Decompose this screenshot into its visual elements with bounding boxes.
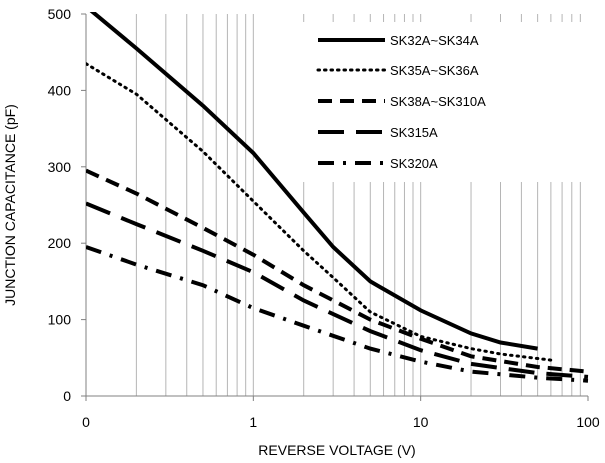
y-axis-title: JUNCTION CAPACITANCE (pF) <box>2 104 18 306</box>
y-tick-label: 500 <box>48 6 72 22</box>
legend-label-3: SK38A~SK310A <box>390 94 486 109</box>
y-tick-labels: 0 100 200 300 400 500 <box>48 6 72 404</box>
series-line-1 <box>89 12 538 351</box>
series-line-4 <box>86 201 589 379</box>
legend-label-2: SK35A~SK36A <box>390 63 479 78</box>
y-tick-label: 0 <box>63 388 71 404</box>
legend-label-4: SK315A <box>390 125 438 140</box>
legend: SK32A~SK34A SK35A~SK36A SK38A~SK310A SK315A… <box>300 22 586 182</box>
series-lines <box>86 12 589 383</box>
series-line-5 <box>86 245 589 383</box>
legend-label-1: SK32A~SK34A <box>390 33 479 48</box>
series-line-3 <box>86 168 589 374</box>
x-tick-label: 100 <box>576 414 600 430</box>
legend-label-5: SK320A <box>390 156 438 171</box>
x-tick-label: 0 <box>82 414 90 430</box>
x-axis-title: REVERSE VOLTAGE (V) <box>258 442 415 458</box>
y-tick-label: 300 <box>48 159 72 175</box>
y-tick-label: 400 <box>48 82 72 98</box>
x-tick-label: 1 <box>249 414 257 430</box>
y-tick-label: 200 <box>48 235 72 251</box>
x-tick-label: 10 <box>413 414 429 430</box>
series-line-2 <box>86 62 553 362</box>
y-tick-label: 100 <box>48 312 72 328</box>
x-tick-labels: 0 1 10 100 <box>82 414 600 430</box>
